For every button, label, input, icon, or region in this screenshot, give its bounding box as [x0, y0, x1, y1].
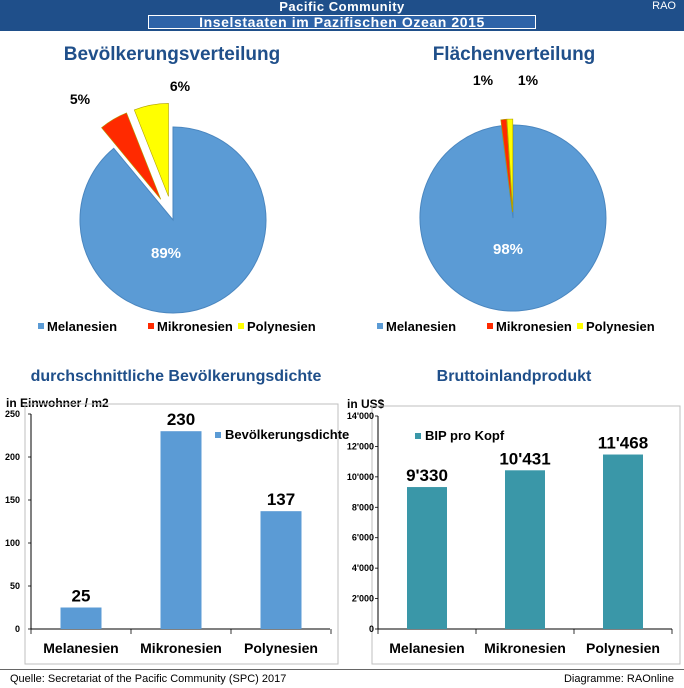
bar1-ylabel: in Einwohner / m2: [6, 396, 109, 410]
bar2-ytick-5: 10'000: [347, 472, 374, 482]
header-title: Pacific Community: [279, 0, 405, 14]
pie1-legend-mikronesien: Mikronesien: [157, 319, 233, 334]
pie1-legend-swatch-mikronesien: [148, 323, 154, 329]
pie1-legend-melanesien: Melanesien: [47, 319, 117, 334]
bar2-ytick-2: 4'000: [352, 563, 374, 573]
bar1-value-polynesien: 137: [267, 490, 295, 509]
bar1-bar-mikronesien: [160, 431, 202, 629]
pie2-legend-swatch-polynesien: [577, 323, 583, 329]
bar1-ytick-0: 0: [15, 624, 20, 634]
bar1-ytick-5: 250: [5, 409, 20, 419]
pie2-slice-polynesien: [506, 118, 514, 213]
pie1-slice-mikronesien: [101, 112, 162, 200]
pie1-slice-melanesien: [79, 126, 267, 314]
bar2-value-melanesien: 9'330: [406, 466, 448, 485]
bar1-legend-swatch: [215, 432, 221, 438]
bar1-category-melanesien: Melanesien: [43, 640, 118, 656]
subheader-box: Inselstaaten im Pazifischen Ozean 2015: [148, 15, 536, 29]
bar1-bar-melanesien: [60, 607, 102, 629]
pie2-label-melanesien: 98%: [493, 241, 523, 258]
pie2-slice-mikronesien: [500, 118, 513, 213]
pie2-legend-polynesien: Polynesien: [586, 319, 655, 334]
footer-source: Quelle: Secretariat of the Pacific Commu…: [10, 673, 287, 685]
pie1-legend-swatch-polynesien: [238, 323, 244, 329]
pie2-label-polynesien: 1%: [518, 72, 539, 88]
bar2-category-melanesien: Melanesien: [389, 640, 464, 656]
bar1-ytick-3: 150: [5, 495, 20, 505]
bar1-ytick-4: 200: [5, 452, 20, 462]
header-badge: RAO: [652, 0, 676, 12]
bar2-category-mikronesien: Mikronesien: [484, 640, 566, 656]
pie1-label-mikronesien: 5%: [70, 91, 91, 107]
pie2-legend-swatch-mikronesien: [487, 323, 493, 329]
pie2-legend-melanesien: Melanesien: [386, 319, 456, 334]
bar2-ylabel: in US$: [347, 397, 385, 411]
bar2-value-polynesien: 11'468: [598, 434, 648, 453]
bar1-legend: Bevölkerungsdichte: [225, 427, 349, 442]
bar2-ytick-1: 2'000: [352, 594, 374, 604]
bar2-legend-swatch: [415, 433, 421, 439]
pie2-title: Flächenverteilung: [432, 44, 596, 65]
bar1-ytick-2: 100: [5, 538, 20, 548]
subheader-bar: Inselstaaten im Pazifischen Ozean 2015: [0, 14, 684, 31]
footer-credit: Diagramme: RAOnline: [563, 673, 674, 685]
bar1-category-mikronesien: Mikronesien: [140, 640, 222, 656]
pie2-legend-swatch-melanesien: [377, 323, 383, 329]
bar2-bar-melanesien: [407, 487, 447, 629]
subheader-title: Inselstaaten im Pazifischen Ozean 2015: [199, 14, 485, 30]
pie1-label-polynesien: 6%: [170, 78, 191, 94]
bar2-ytick-0: 0: [369, 624, 374, 634]
bar2-title: Bruttoinlandprodukt: [436, 368, 592, 385]
bar2-ytick-3: 6'000: [352, 533, 374, 543]
pie2-label-mikronesien: 1%: [473, 72, 494, 88]
bar2-category-polynesien: Polynesien: [586, 640, 660, 656]
footer: Quelle: Secretariat of the Pacific Commu…: [0, 669, 684, 688]
pie1-legend-polynesien: Polynesien: [247, 319, 316, 334]
bar1-ytick-1: 50: [10, 581, 20, 591]
header-bar: Pacific Community RAO: [0, 0, 684, 14]
pie2-legend-mikronesien: Mikronesien: [496, 319, 572, 334]
bar2-bar-mikronesien: [505, 470, 545, 629]
bar2-ytick-4: 8'000: [352, 502, 374, 512]
bar2-ytick-7: 14'000: [347, 411, 374, 421]
bar1-value-melanesien: 25: [72, 587, 91, 606]
pie1-title: Bevölkerungsverteilung: [63, 44, 281, 65]
pie1-legend-swatch-melanesien: [38, 323, 44, 329]
pie2-slice-melanesien: [419, 124, 607, 312]
bar2-ytick-6: 12'000: [347, 441, 374, 451]
bar1-value-mikronesien: 230: [167, 410, 195, 429]
bar2-bar-polynesien: [603, 454, 643, 629]
bar1-category-polynesien: Polynesien: [244, 640, 318, 656]
bar1-title: durchschnittliche Bevölkerungsdichte: [30, 368, 322, 385]
bar2-value-mikronesien: 10'431: [499, 449, 550, 468]
bar2-frame: [371, 405, 681, 665]
bar1-frame: [24, 403, 339, 665]
pie1-slice-polynesien: [133, 103, 169, 197]
bar2-legend: BIP pro Kopf: [425, 428, 505, 443]
pie1-label-melanesien: 89%: [151, 245, 181, 262]
bar1-bar-polynesien: [260, 511, 302, 629]
